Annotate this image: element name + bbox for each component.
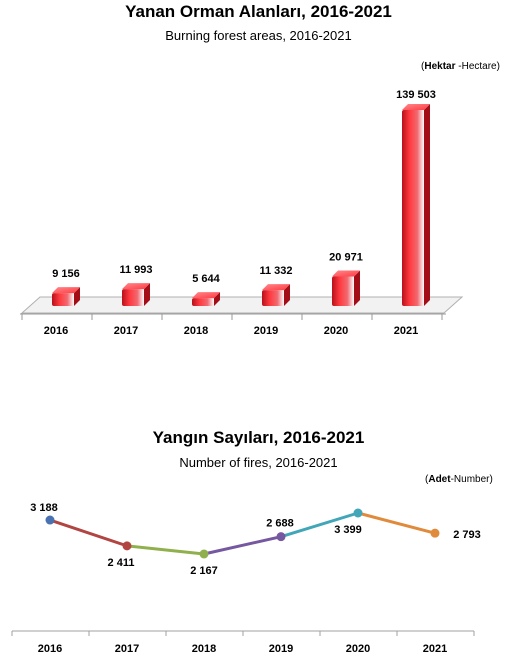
bar-value-label: 20 971 xyxy=(329,252,363,264)
point-value-label: 3 188 xyxy=(30,502,58,514)
line-point xyxy=(199,549,209,559)
line-point xyxy=(45,515,55,525)
bar-unit-tr: Hektar xyxy=(424,61,456,72)
bar-value-label: 9 156 xyxy=(52,268,80,280)
line-segment xyxy=(49,518,128,548)
bar-top xyxy=(52,287,80,294)
x-tick-label: 2017 xyxy=(115,643,139,655)
point-value-label: 2 688 xyxy=(266,518,294,530)
x-tick-label: 2016 xyxy=(38,643,62,655)
bar-chart-title: Yanan Orman Alanları, 2016-2021 xyxy=(125,2,392,21)
bar-side xyxy=(214,292,220,306)
line-point xyxy=(353,508,363,518)
bar-side xyxy=(424,104,430,306)
line-segment xyxy=(357,511,436,535)
bar xyxy=(122,289,144,306)
point-value-label: 2 411 xyxy=(108,557,135,569)
bar-value-label: 11 993 xyxy=(119,264,152,276)
line-point xyxy=(122,541,132,551)
x-tick-label: 2021 xyxy=(394,325,418,337)
bar xyxy=(402,110,424,306)
point-value-label: 2 793 xyxy=(453,529,481,541)
bar-value-label: 139 503 xyxy=(396,89,436,101)
line-point xyxy=(430,528,440,538)
x-tick-label: 2018 xyxy=(192,643,216,655)
bar-top xyxy=(402,104,430,110)
bar-chart-subtitle: Burning forest areas, 2016-2021 xyxy=(165,28,352,43)
point-value-label: 3 399 xyxy=(334,524,362,536)
bar-chart-marks: 9 156 2016 11 993 2017 5 644 2018 11 332 2019 20… xyxy=(21,89,443,337)
bar xyxy=(262,290,284,306)
bar-top xyxy=(122,283,150,290)
line-point xyxy=(276,532,286,542)
line-unit-en: -Number xyxy=(450,474,490,485)
bar-top xyxy=(332,270,360,277)
bar xyxy=(332,276,354,306)
x-tick-label: 2017 xyxy=(114,325,138,337)
bar-side xyxy=(354,270,360,306)
bar-unit-en: -Hectare xyxy=(458,61,497,72)
line-unit-tr: Adet xyxy=(428,474,451,485)
bar-value-label: 11 332 xyxy=(259,265,292,277)
line-segment xyxy=(280,511,359,539)
x-tick-label: 2020 xyxy=(324,325,348,337)
bar xyxy=(192,298,214,306)
x-tick-label: 2021 xyxy=(423,643,447,655)
x-tick-label: 2020 xyxy=(346,643,370,655)
line-chart-marks: 3 188 2016 2 411 2017 2 167 2018 2 688 2019 3 39… xyxy=(30,502,481,655)
line-chart-subtitle: Number of fires, 2016-2021 xyxy=(179,455,338,470)
bar xyxy=(52,293,74,306)
line-chart-title: Yangın Sayıları, 2016-2021 xyxy=(152,428,365,447)
bar-side xyxy=(74,287,80,306)
bar-chart-unit: (Hektar -Hectare) xyxy=(421,61,500,72)
bar-value-label: 5 644 xyxy=(192,273,220,285)
x-tick-label: 2019 xyxy=(254,325,278,337)
bar-side xyxy=(284,284,290,306)
line-segment xyxy=(126,544,205,556)
bar-top xyxy=(192,292,220,299)
bar-side xyxy=(144,283,150,306)
x-tick-label: 2016 xyxy=(44,325,68,337)
x-tick-label: 2019 xyxy=(269,643,293,655)
line-chart-axis xyxy=(11,630,475,636)
point-value-label: 2 167 xyxy=(190,565,218,577)
x-tick-label: 2018 xyxy=(184,325,208,337)
bar-top xyxy=(262,284,290,291)
line-segment xyxy=(203,535,282,556)
line-chart-unit: (Adet-Number) xyxy=(425,474,493,485)
